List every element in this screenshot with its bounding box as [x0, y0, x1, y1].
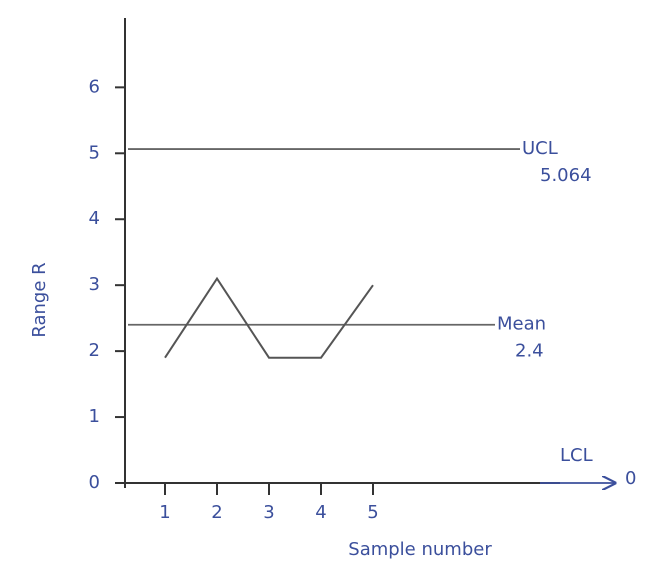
y-tick-label: 5 [89, 142, 100, 163]
y-tick-label: 1 [89, 406, 100, 427]
x-tick-label: 4 [315, 502, 326, 523]
y-tick-label: 4 [89, 208, 100, 229]
y-tick-label: 2 [89, 340, 100, 361]
control-limit-name: Mean [497, 314, 546, 335]
y-tick-label: 0 [89, 472, 100, 493]
x-tick-label: 5 [367, 502, 378, 523]
y-axis-label: Range R [29, 262, 50, 337]
y-tick-label: 6 [89, 76, 100, 97]
control-limit-value: 0 [625, 468, 636, 489]
data-line [165, 279, 373, 358]
control-limit-name: UCL [522, 138, 558, 159]
y-tick-label: 3 [89, 274, 100, 295]
x-tick-label: 2 [211, 502, 222, 523]
x-tick-label: 1 [159, 502, 170, 523]
control-limit-name: LCL [560, 445, 593, 466]
x-axis-label: Sample number [348, 539, 492, 560]
x-tick-label: 3 [263, 502, 274, 523]
chart: Range R Sample number 0 1 2 3 4 5 6 1 2 3 4 5 UCL 5.0… [0, 0, 646, 578]
control-limit-value: 5.064 [540, 165, 592, 186]
control-limit-value: 2.4 [515, 341, 544, 362]
